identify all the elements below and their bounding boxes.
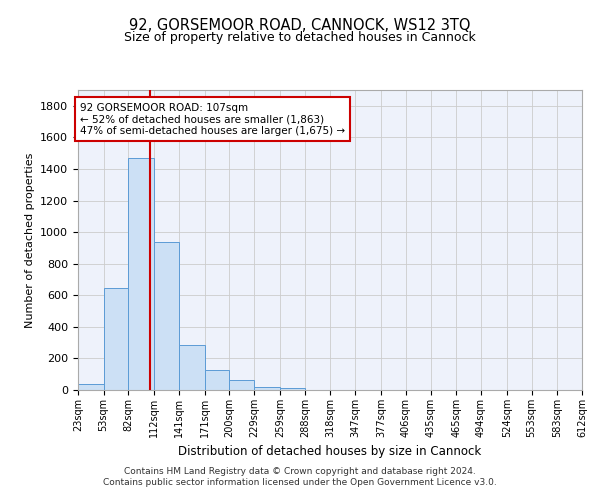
Text: 92 GORSEMOOR ROAD: 107sqm
← 52% of detached houses are smaller (1,863)
47% of se: 92 GORSEMOOR ROAD: 107sqm ← 52% of detac… bbox=[80, 102, 345, 136]
Bar bbox=[254, 386, 280, 390]
Bar bbox=[229, 380, 254, 390]
Bar bbox=[78, 384, 104, 390]
Y-axis label: Number of detached properties: Number of detached properties bbox=[25, 152, 35, 328]
Text: Contains public sector information licensed under the Open Government Licence v3: Contains public sector information licen… bbox=[103, 478, 497, 487]
Bar bbox=[280, 388, 305, 390]
Text: 92, GORSEMOOR ROAD, CANNOCK, WS12 3TQ: 92, GORSEMOOR ROAD, CANNOCK, WS12 3TQ bbox=[129, 18, 471, 32]
Text: Size of property relative to detached houses in Cannock: Size of property relative to detached ho… bbox=[124, 31, 476, 44]
Bar bbox=[128, 158, 154, 390]
Bar bbox=[179, 345, 205, 390]
Bar bbox=[154, 242, 179, 390]
Bar bbox=[104, 288, 128, 390]
X-axis label: Distribution of detached houses by size in Cannock: Distribution of detached houses by size … bbox=[178, 446, 482, 458]
Bar bbox=[205, 370, 229, 390]
Text: Contains HM Land Registry data © Crown copyright and database right 2024.: Contains HM Land Registry data © Crown c… bbox=[124, 467, 476, 476]
